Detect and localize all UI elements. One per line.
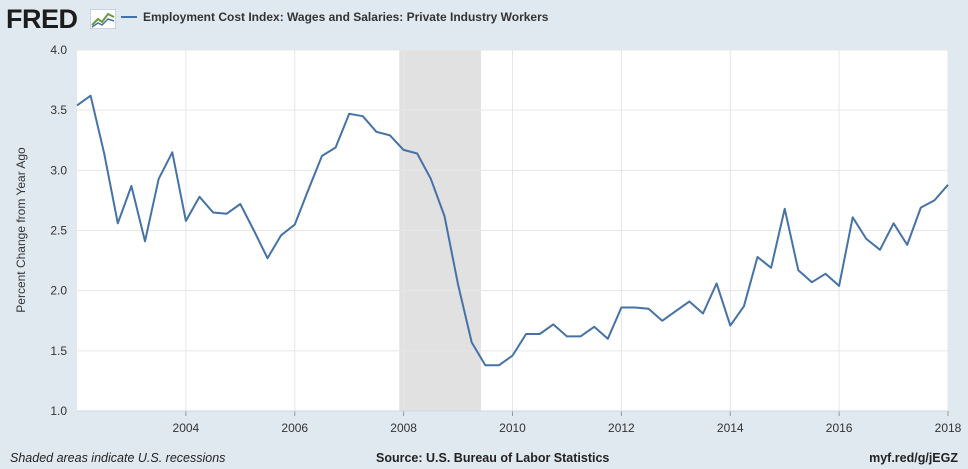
- data-point: [795, 267, 801, 273]
- data-point: [904, 242, 910, 248]
- short-link[interactable]: myf.red/g/jEGZ: [869, 451, 958, 465]
- legend-swatch: [121, 16, 137, 18]
- fred-logo[interactable]: FRED: [6, 4, 78, 34]
- data-point: [659, 318, 665, 324]
- data-point: [482, 362, 488, 368]
- data-point: [591, 324, 597, 330]
- data-point: [196, 194, 202, 200]
- data-point: [128, 183, 134, 189]
- y-tick-label: 1.5: [50, 344, 67, 358]
- data-point: [850, 214, 856, 220]
- data-point: [523, 331, 529, 337]
- data-point: [115, 220, 121, 226]
- data-point: [673, 308, 679, 314]
- data-point: [169, 149, 175, 155]
- data-point: [156, 176, 162, 182]
- data-point: [646, 306, 652, 312]
- data-point: [823, 271, 829, 277]
- x-tick-label: 2012: [608, 421, 635, 435]
- data-point: [863, 236, 869, 242]
- x-tick-label: 2014: [717, 421, 744, 435]
- y-tick-label: 2.5: [50, 224, 67, 238]
- data-point: [292, 221, 298, 227]
- data-point: [455, 282, 461, 288]
- data-point: [632, 305, 638, 311]
- data-point: [278, 232, 284, 238]
- data-point: [387, 132, 393, 138]
- data-point: [360, 113, 366, 119]
- logo-graph-icon: [90, 9, 116, 29]
- data-point: [700, 311, 706, 317]
- data-point: [686, 298, 692, 304]
- data-point: [510, 353, 516, 359]
- data-point: [401, 147, 407, 153]
- data-point: [74, 102, 80, 108]
- data-point: [414, 150, 420, 156]
- data-point: [768, 265, 774, 271]
- data-point: [428, 176, 434, 182]
- y-tick-label: 3.0: [50, 163, 67, 177]
- data-point: [578, 333, 584, 339]
- y-tick-label: 1.0: [50, 404, 67, 418]
- data-point: [346, 111, 352, 117]
- data-point: [373, 129, 379, 135]
- x-tick-label: 2010: [499, 421, 526, 435]
- data-point: [618, 305, 624, 311]
- data-point: [210, 209, 216, 215]
- data-point: [88, 93, 94, 99]
- data-point: [809, 279, 815, 285]
- data-point: [333, 144, 339, 150]
- data-point: [496, 362, 502, 368]
- data-point: [224, 211, 230, 217]
- data-point: [101, 150, 107, 156]
- data-point: [877, 247, 883, 253]
- data-point: [251, 228, 257, 234]
- legend-label: Employment Cost Index: Wages and Salarie…: [143, 10, 549, 24]
- data-point: [891, 220, 897, 226]
- y-tick-label: 3.5: [50, 103, 67, 117]
- data-point: [727, 323, 733, 329]
- data-point: [782, 206, 788, 212]
- data-point: [931, 197, 937, 203]
- data-point: [183, 218, 189, 224]
- x-tick-label: 2008: [390, 421, 417, 435]
- data-point: [918, 205, 924, 211]
- x-tick-label: 2006: [281, 421, 308, 435]
- data-point: [537, 331, 543, 337]
- data-point: [550, 321, 556, 327]
- data-point: [945, 182, 951, 188]
- x-tick-label: 2016: [826, 421, 853, 435]
- data-point: [754, 254, 760, 260]
- y-tick-label: 4.0: [50, 43, 67, 57]
- data-point: [305, 187, 311, 193]
- data-point: [564, 333, 570, 339]
- data-point: [265, 255, 271, 261]
- source-text: Source: U.S. Bureau of Labor Statistics: [376, 451, 610, 465]
- recession-note: Shaded areas indicate U.S. recessions: [10, 451, 226, 465]
- data-point: [605, 336, 611, 342]
- x-tick-label: 2018: [935, 421, 962, 435]
- x-tick-label: 2004: [173, 421, 200, 435]
- plot-area[interactable]: 1.0 1.5 2.0 2.5 3.0 3.5 4.0 2004 2006 2008 2010 201…: [50, 43, 961, 435]
- data-point: [237, 201, 243, 207]
- data-point: [741, 303, 747, 309]
- data-point: [319, 153, 325, 159]
- data-point: [836, 283, 842, 289]
- series-line: [76, 94, 949, 367]
- data-point: [441, 213, 447, 219]
- data-point: [142, 238, 148, 244]
- data-point: [714, 280, 720, 286]
- data-point: [469, 339, 475, 345]
- legend[interactable]: Employment Cost Index: Wages and Salarie…: [121, 10, 548, 24]
- y-axis-label: Percent Change from Year Ago: [14, 147, 28, 313]
- y-tick-label: 2.0: [50, 284, 67, 298]
